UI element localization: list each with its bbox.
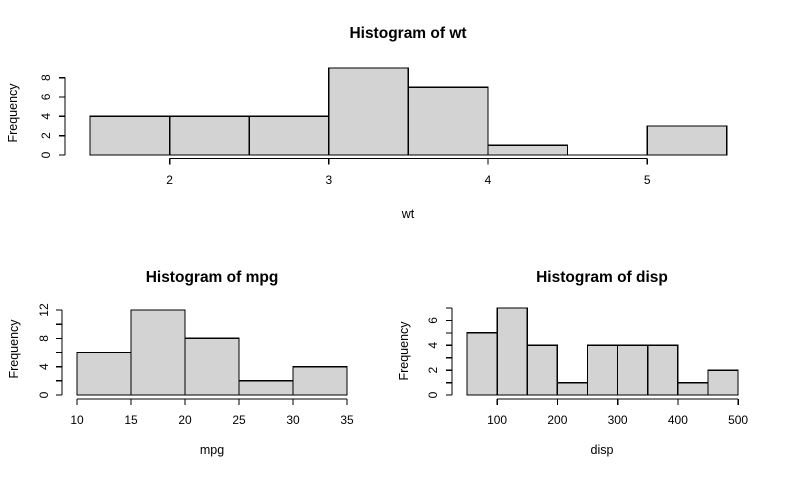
wt-bar-4 [407,86,489,156]
wt-ylabel: Frequency [6,83,20,143]
disp-bar-0 [466,332,498,396]
disp-x-tick-label: 300 [608,413,628,427]
disp-bar-7 [677,381,709,396]
disp-bar-5 [616,344,649,396]
disp-x-tick-label: 400 [668,413,688,427]
disp-title: Histogram of disp [536,269,668,286]
disp-bar-6 [647,344,679,396]
wt-x-tick-label: 3 [325,173,332,187]
mpg-y-tick-label: 8 [37,335,51,342]
disp-bar-2 [526,344,559,396]
wt-y-tick-label: 4 [39,113,53,120]
wt-bar-5 [487,144,569,156]
wt-y-tick-label: 2 [39,132,53,139]
histogram-wt: Histogram of wt wt Frequency 2 3 4 5 0 2 4 6 8 [6,25,728,221]
wt-bar-1 [168,115,250,156]
wt-y-tick-label: 0 [39,151,53,158]
wt-x-tick-label: 4 [485,173,492,187]
disp-x-tick-label: 500 [728,413,748,427]
disp-bar-4 [586,344,619,396]
mpg-title: Histogram of mpg [146,269,279,286]
mpg-y-tick-label: 4 [37,363,51,370]
mpg-x-tick-label: 20 [178,413,192,427]
histogram-disp: Histogram of disp disp Frequency 100 200 3… [397,269,748,457]
mpg-bar-2 [184,337,240,396]
disp-y-tick-label: 6 [426,317,440,324]
mpg-bar-1 [130,309,186,396]
disp-y-tick-label: 4 [426,342,440,349]
disp-bar-8 [707,369,739,396]
mpg-x-tick-label: 10 [70,413,84,427]
mpg-ylabel: Frequency [7,319,21,379]
wt-y-tick-label: 6 [39,93,53,100]
mpg-x-tick-label: 30 [286,413,300,427]
mpg-bar-3 [238,380,294,396]
disp-bar-1 [496,307,528,396]
mpg-y-tick-label: 12 [37,303,51,317]
wt-title: Histogram of wt [349,25,466,42]
disp-y-tick-label: 0 [426,391,440,398]
wt-x-tick-label: 2 [166,173,173,187]
mpg-x-tick-label: 15 [124,413,138,427]
disp-xlabel: disp [591,443,614,457]
mpg-x-tick-label: 25 [232,413,246,427]
histogram-mpg: Histogram of mpg mpg Frequency 10 15 20 25 3… [7,269,354,457]
wt-y-tick-label: 8 [39,74,53,81]
wt-bar-3 [328,67,410,156]
disp-x-tick-label: 200 [547,413,567,427]
mpg-y-tick-label: 0 [37,391,51,398]
mpg-bar-0 [76,351,132,396]
disp-y-tick-label: 2 [426,366,440,373]
wt-xlabel: wt [401,207,415,221]
disp-x-tick-label: 100 [487,413,507,427]
wt-bar-0 [89,115,171,156]
wt-x-tick-label: 5 [644,173,651,187]
disp-ylabel: Frequency [397,321,411,381]
mpg-x-tick-label: 35 [340,413,354,427]
disp-bar-3 [556,381,589,396]
wt-bar-2 [248,115,330,156]
mpg-bar-4 [292,366,348,396]
mpg-xlabel: mpg [200,443,224,457]
wt-bar-7 [646,125,728,156]
